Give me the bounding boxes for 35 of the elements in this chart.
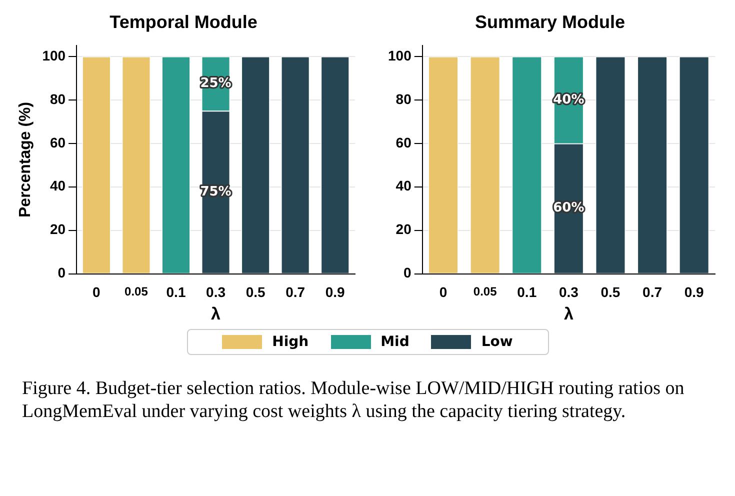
y-tick-label: 100 [388,47,412,64]
x-tick-label: 0.7 [286,284,306,300]
x-tick-label: 0 [439,284,448,300]
y-tick-label: 60 [50,134,66,150]
x-tick-label: 0.5 [600,284,620,300]
y-tick-label: 100 [42,47,66,64]
caption: Figure 4. Budget-tier selection ratios. Module-wise LOW/MID/HIGH routing ratios on LongMemEval under varying cost weights λ using the capacity tiering strategy. [22,377,686,423]
x-tick-label: 0.3 [558,284,579,300]
legend-label: High [271,334,309,350]
y-tick-label: 60 [396,134,412,150]
y-axis-title: Percentage (%) [17,102,34,218]
x-tick-label: 0.05 [124,284,148,298]
y-tick-label: 40 [396,178,412,194]
y-tick-label: 20 [396,221,412,238]
x-axis-title: λ [211,304,222,324]
y-tick-label: 40 [50,178,66,194]
x-tick-label: 0.05 [473,284,498,298]
y-tick-label: 80 [50,90,66,107]
legend-label: Low [480,334,513,350]
x-tick-label: 0.9 [684,284,704,300]
chart-title: Temporal Module [110,12,258,32]
y-tick-label: 0 [404,264,412,281]
x-tick-label: 0.7 [642,284,662,300]
x-tick-label: 0.5 [246,284,266,300]
y-tick-label: 0 [58,264,66,281]
y-tick-label: 80 [396,90,412,107]
y-tick-label: 20 [50,221,66,238]
x-tick-label: 0 [92,284,101,300]
x-tick-label: 0.9 [325,284,346,300]
x-tick-label: 0.3 [206,284,226,300]
chart-title: Summary Module [474,12,626,32]
x-tick-label: 0.1 [166,284,186,300]
x-axis-title: λ [564,304,574,324]
legend-label: Mid [380,334,410,350]
x-tick-label: 0.1 [517,284,537,300]
